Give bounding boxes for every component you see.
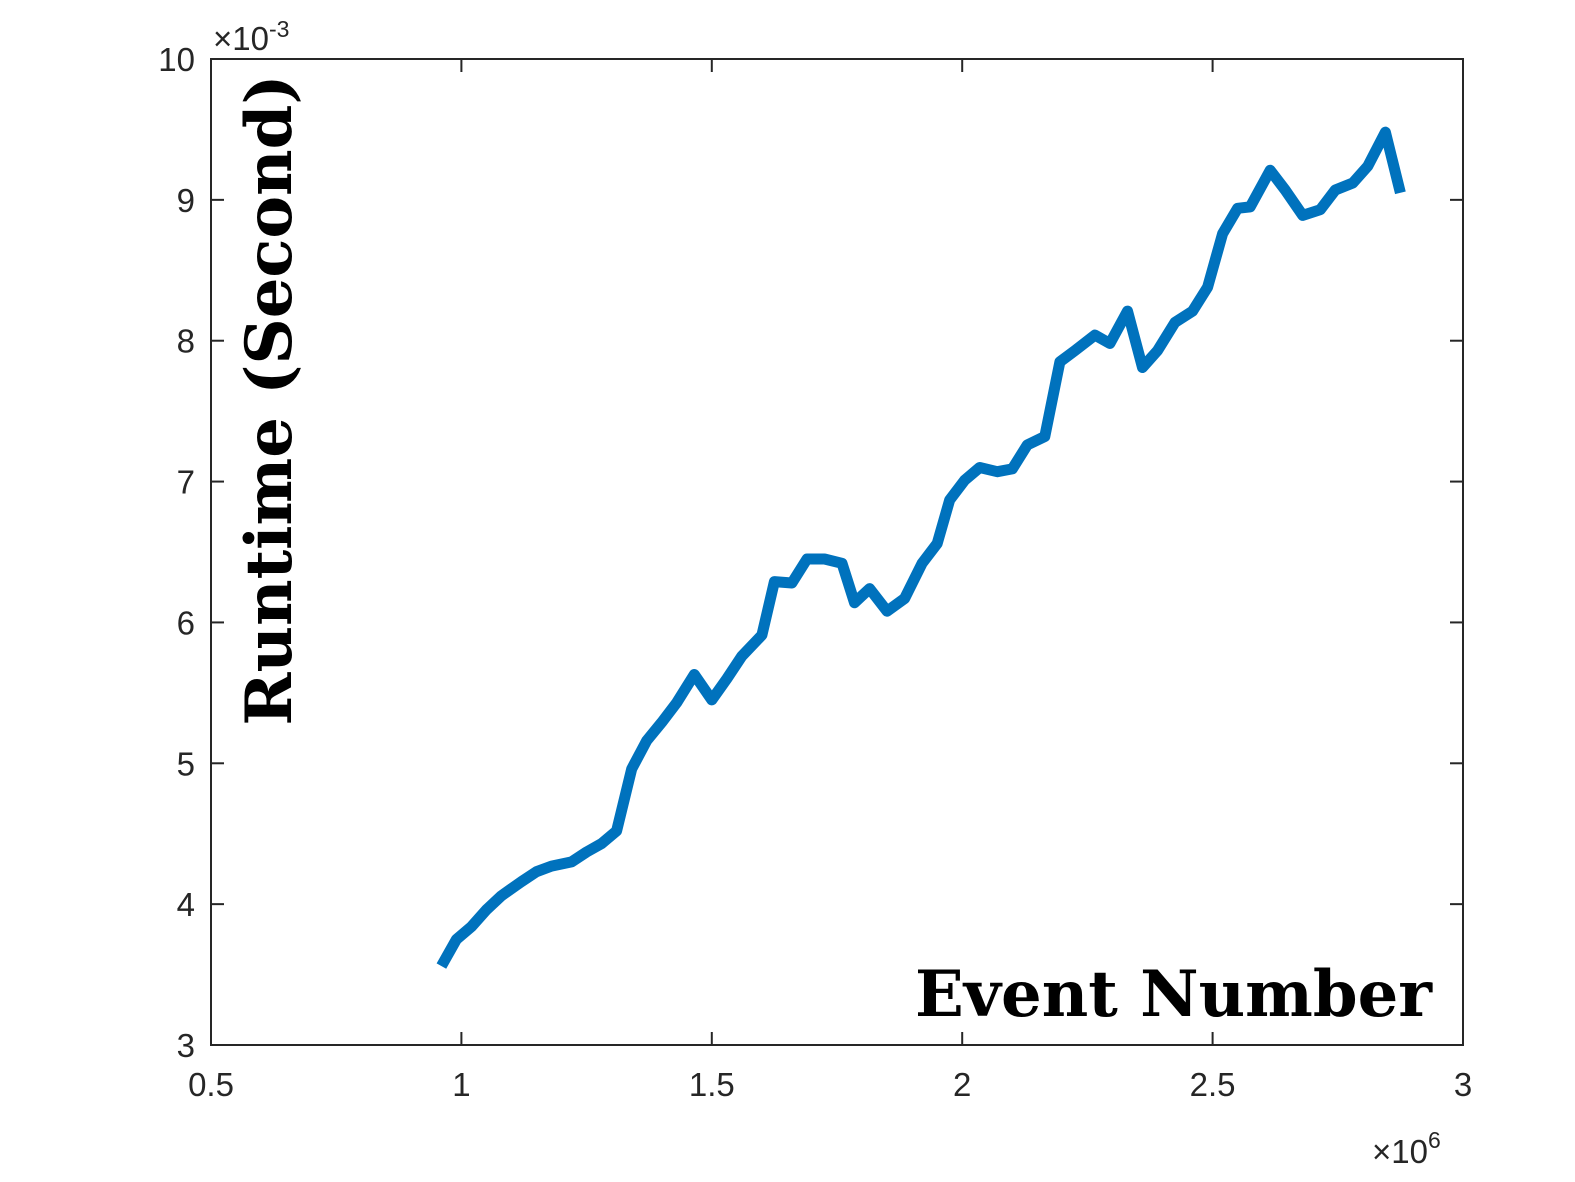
y-tick-label: 8 <box>177 323 195 360</box>
y-tick-label: 5 <box>177 745 195 782</box>
x-tick-label: 0.5 <box>188 1066 234 1103</box>
plot-frame <box>210 58 1464 1046</box>
x-tick-label: 2.5 <box>1190 1066 1236 1103</box>
y-tick-label: 4 <box>177 886 195 923</box>
y-tick-label: 10 <box>158 41 195 78</box>
y-tick-label: 9 <box>177 182 195 219</box>
x-tick-label: 1 <box>452 1066 470 1103</box>
x-axis-label: Event Number <box>915 957 1433 1032</box>
x-tick-label: 2 <box>953 1066 971 1103</box>
series-line <box>436 126 1406 969</box>
y-axis-label: Runtime (Second) <box>232 74 307 725</box>
y-tick-label: 6 <box>177 604 195 641</box>
y-tick-label: 7 <box>177 464 195 501</box>
y-axis-exponent-label: ×10-3 <box>213 16 289 57</box>
y-tick-label: 3 <box>177 1027 195 1064</box>
x-axis-exponent-label: ×106 <box>1372 1127 1441 1170</box>
x-tick-label: 1.5 <box>689 1066 735 1103</box>
x-tick-label: 3 <box>1454 1066 1472 1103</box>
